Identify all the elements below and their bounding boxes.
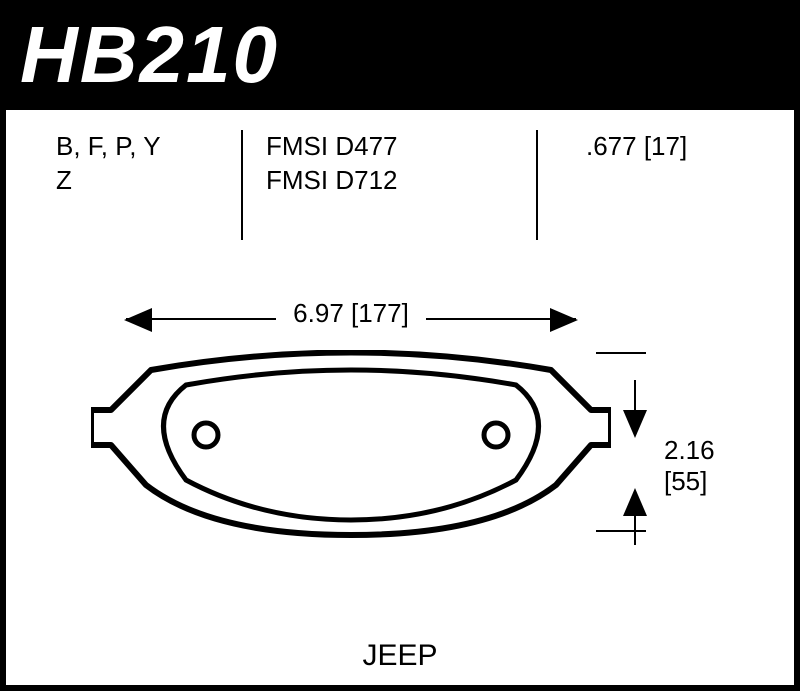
arrow-right-icon — [550, 308, 578, 332]
thickness-column: .677 [17] — [586, 130, 766, 164]
body-panel: B, F, P, Y Z FMSI D477 FMSI D712 .677 [1… — [0, 110, 800, 691]
compounds-line-2: Z — [56, 164, 226, 198]
part-number: HB210 — [20, 9, 279, 101]
vehicle-label: JEEP — [6, 639, 794, 673]
brake-pad-drawing — [91, 350, 611, 570]
height-dim-line-bottom — [634, 510, 636, 545]
height-label: 2.16 [55] — [664, 435, 715, 497]
info-row: B, F, P, Y Z FMSI D477 FMSI D712 .677 [1… — [6, 130, 794, 240]
compounds-column: B, F, P, Y Z — [56, 130, 226, 198]
header-bar: HB210 — [0, 0, 800, 110]
fmsi-2: FMSI D712 — [266, 164, 486, 198]
diagram-area: 6.97 [177] 2.16 [55] — [6, 300, 794, 630]
divider-line-1 — [241, 130, 243, 240]
backing-plate-outline — [91, 353, 611, 536]
spec-sheet: HB210 B, F, P, Y Z FMSI D477 FMSI D712 .… — [0, 0, 800, 691]
height-dimension: 2.16 [55] — [614, 380, 754, 560]
height-mm: [55] — [664, 466, 715, 497]
height-in: 2.16 — [664, 435, 715, 466]
width-label: 6.97 [177] — [276, 298, 426, 329]
fmsi-column: FMSI D477 FMSI D712 — [266, 130, 486, 198]
arrow-down-icon — [623, 410, 647, 438]
fmsi-1: FMSI D477 — [266, 130, 486, 164]
arrow-left-icon — [124, 308, 152, 332]
thickness-value: .677 [17] — [586, 130, 766, 164]
divider-line-2 — [536, 130, 538, 240]
compounds-line-1: B, F, P, Y — [56, 130, 226, 164]
width-dimension: 6.97 [177] — [126, 300, 576, 340]
